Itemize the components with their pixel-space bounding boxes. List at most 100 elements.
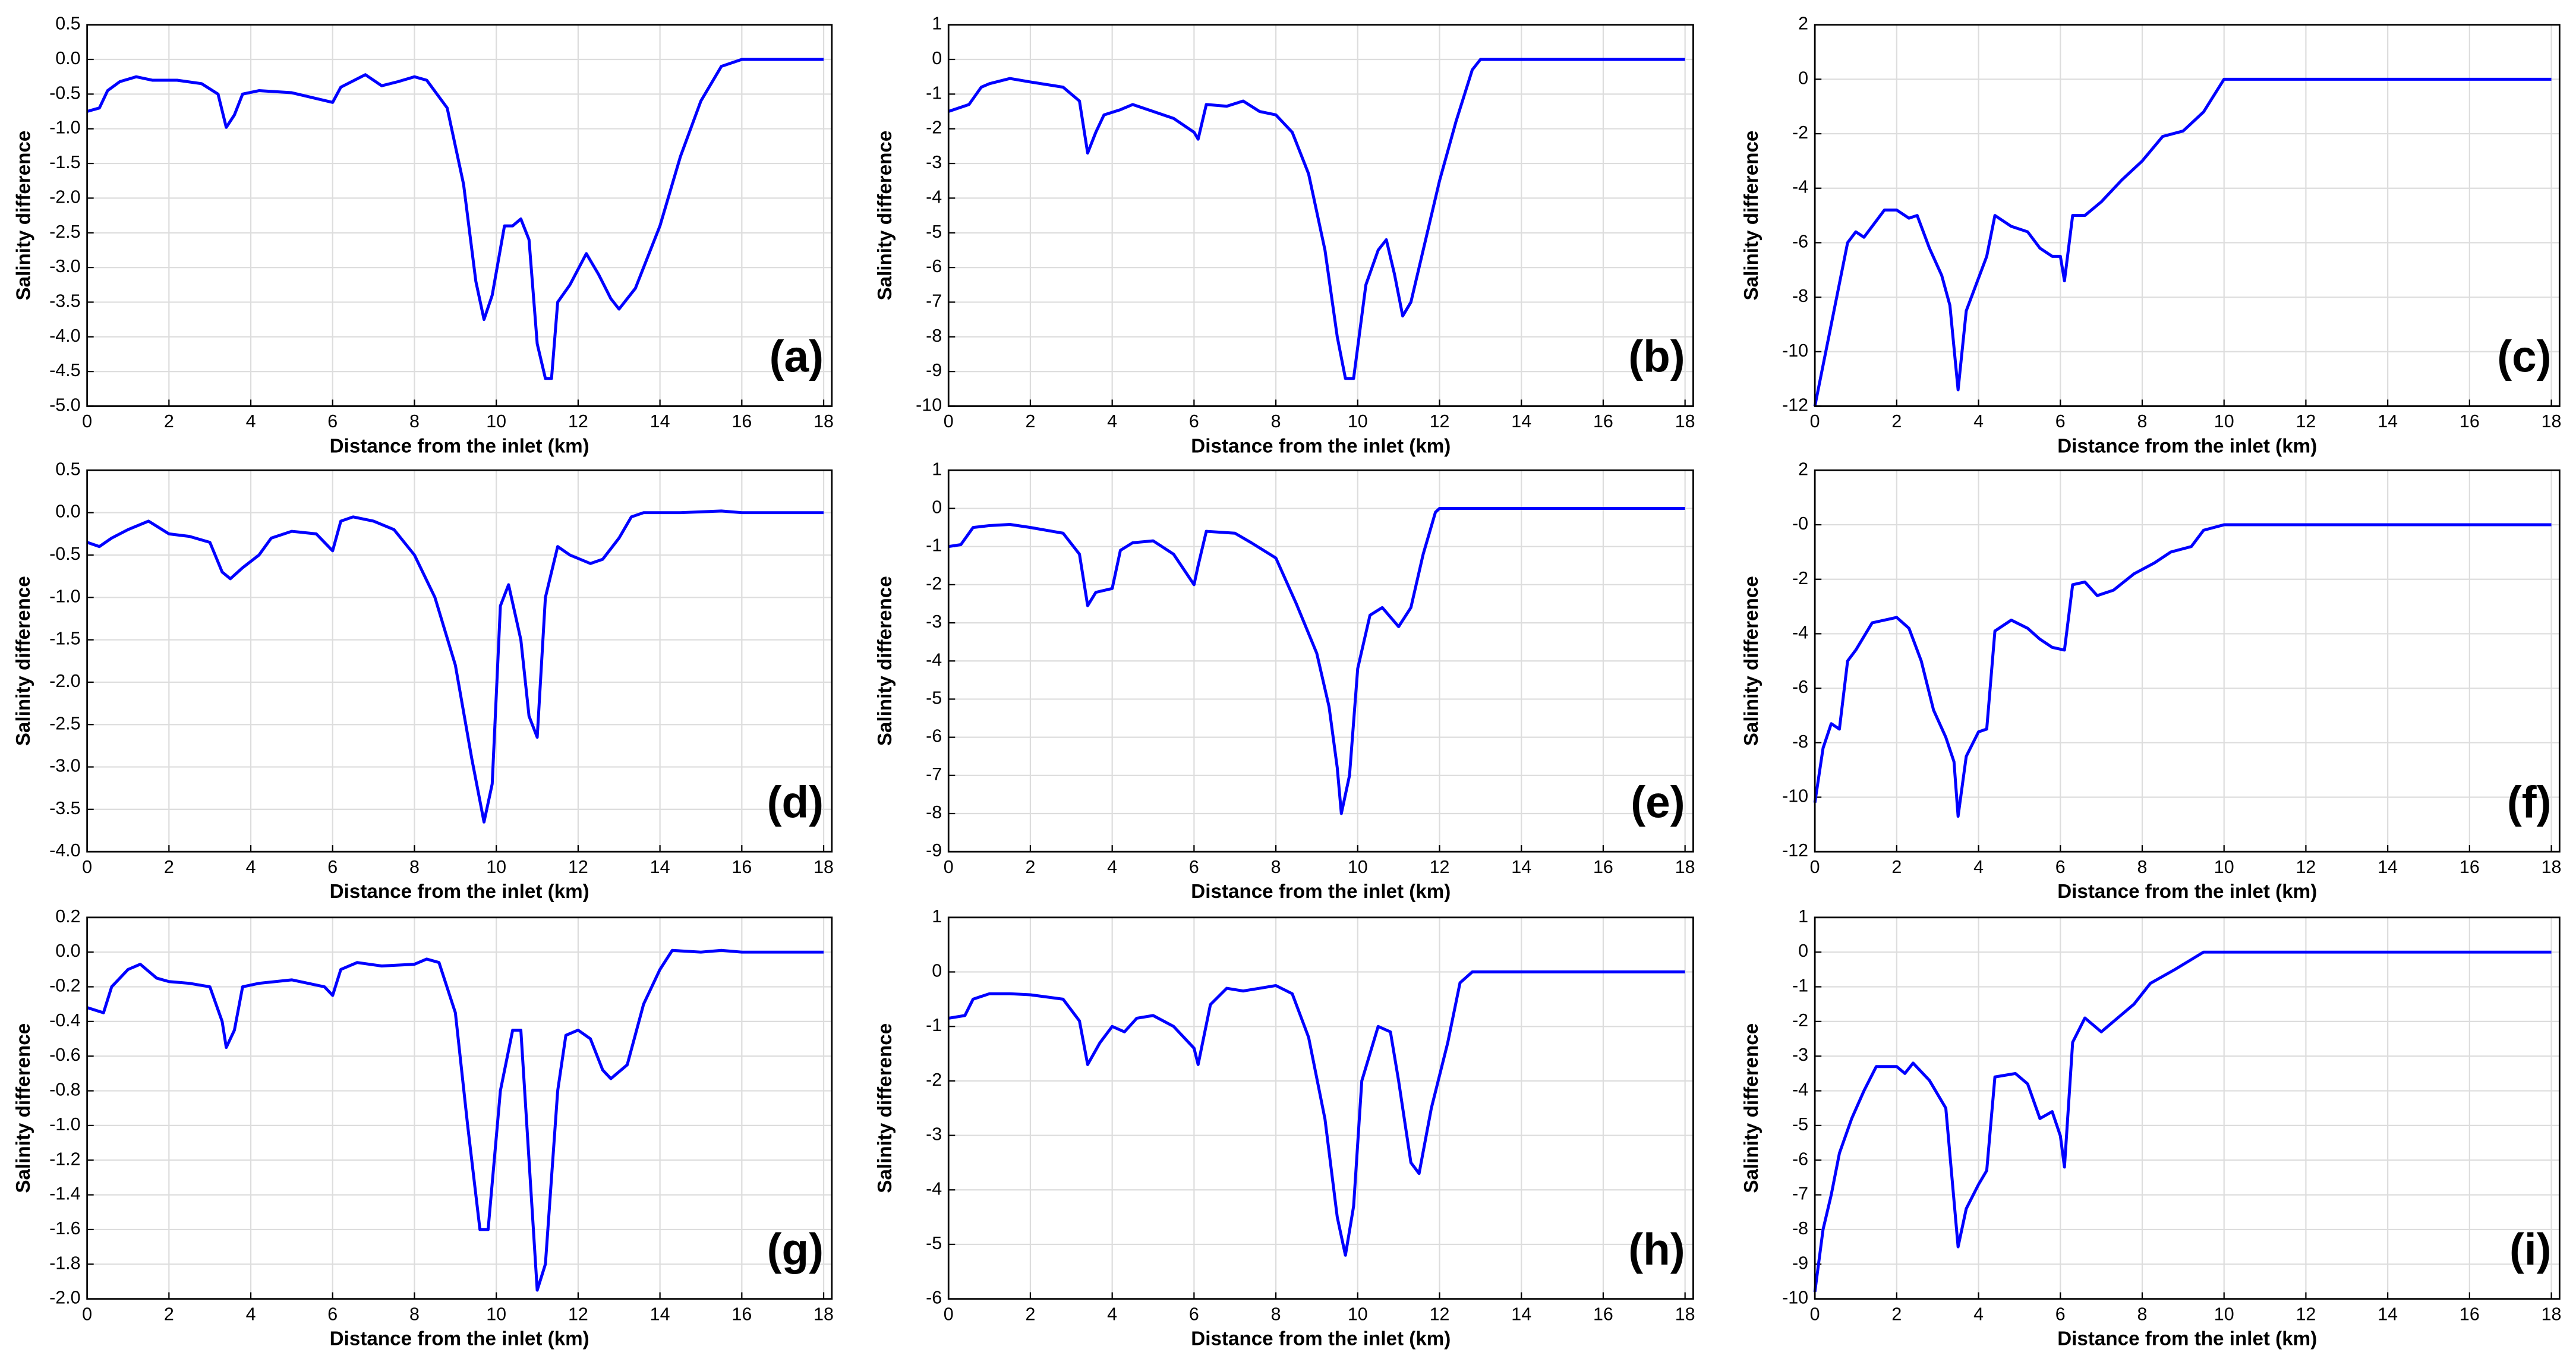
y-tick-label: 0 [932, 48, 942, 68]
y-tick-label: -4.0 [49, 326, 80, 346]
panel: 0 2 4 6 8 10 12 14 16 18 -12 -10 -8 -6 -4 -2 -0 2 (f) Dista… [1741, 459, 2562, 903]
y-tick-label: -8 [926, 802, 942, 822]
y-tick-label: -1 [926, 83, 942, 103]
y-axis-label: Salinity difference [12, 131, 34, 301]
x-tick-label: 2 [1025, 857, 1035, 877]
x-axis-label: Distance from the inlet (km) [1191, 1328, 1451, 1350]
x-tick-label: 14 [2378, 857, 2398, 877]
x-tick-label: 10 [486, 857, 506, 877]
x-axis-label: Distance from the inlet (km) [2057, 1328, 2317, 1350]
x-tick-label: 18 [814, 411, 834, 431]
y-tick-label: -3 [1792, 1045, 1808, 1065]
x-tick-label: 2 [1025, 411, 1035, 431]
y-axis-label: Salinity difference [874, 576, 896, 746]
plot-frame [947, 916, 1694, 1300]
x-tick-label: 12 [2296, 857, 2316, 877]
x-tick-label: 16 [732, 1304, 752, 1324]
data-line [948, 970, 1685, 1257]
y-tick-label: -4.5 [49, 360, 80, 380]
x-tick-label: 18 [814, 857, 834, 877]
y-tick-label: -1.5 [49, 152, 80, 172]
x-tick-label: 18 [1675, 857, 1695, 877]
panel: 0 2 4 6 8 10 12 14 16 18 -2.0 -1.8 -1.6 -1.4 -1.2 -1.0 -… [12, 906, 834, 1350]
x-tick-label: 10 [1348, 411, 1368, 431]
y-tick-label: -4.0 [49, 840, 80, 860]
y-tick-label: -10 [1782, 1288, 1808, 1308]
y-tick-label: -3.5 [49, 291, 80, 311]
plot-frame [947, 24, 1694, 407]
x-tick-label: 2 [164, 411, 174, 431]
y-axis-label: Salinity difference [1741, 131, 1762, 301]
x-tick-label: 14 [650, 1304, 670, 1324]
y-tick-label: -1.0 [49, 118, 80, 138]
x-axis-label: Distance from the inlet (km) [1191, 435, 1451, 457]
x-tick-label: 8 [1271, 1304, 1281, 1324]
panel-label: (d) [767, 777, 824, 827]
x-tick-label: 0 [944, 1304, 954, 1324]
y-tick-label: -2.5 [49, 222, 80, 242]
y-tick-label: -12 [1782, 395, 1808, 415]
x-tick-label: 16 [2460, 1304, 2480, 1324]
x-axis-label: Distance from the inlet (km) [1191, 881, 1451, 903]
y-tick-label: 0 [932, 497, 942, 518]
plot-frame [1814, 916, 2561, 1300]
x-tick-label: 8 [1271, 411, 1281, 431]
y-tick-label: -8 [1792, 1218, 1808, 1238]
x-tick-label: 6 [2055, 1304, 2066, 1324]
plot-area [1815, 917, 2560, 1299]
data-line [86, 948, 824, 1292]
x-tick-label: 8 [1271, 857, 1281, 877]
y-tick-label: -3.0 [49, 256, 80, 276]
x-tick-label: 18 [2542, 1304, 2562, 1324]
x-tick-label: 12 [2296, 411, 2316, 431]
panel: 0 2 4 6 8 10 12 14 16 18-10-9-8-7-6-5-4-3-2-101(i… [1741, 906, 2562, 1350]
y-tick-label: 0.0 [55, 941, 80, 961]
y-tick-label: 0.2 [55, 906, 80, 926]
x-tick-label: 18 [2542, 857, 2562, 877]
plot-frame [86, 24, 833, 407]
x-tick-label: 18 [1675, 411, 1695, 431]
plot-area [948, 917, 1694, 1299]
y-axis-label: Salinity difference [874, 1023, 896, 1193]
x-axis-label: Distance from the inlet (km) [2057, 881, 2317, 903]
panel-label: (i) [2509, 1224, 2552, 1274]
y-tick-label: -6 [1792, 1149, 1808, 1169]
x-tick-label: 14 [1511, 1304, 1531, 1324]
y-tick-label: -4 [926, 1178, 942, 1199]
y-tick-label: -5 [1792, 1114, 1808, 1134]
y-tick-label: -2 [926, 118, 942, 138]
x-tick-label: 4 [1107, 1304, 1117, 1324]
y-tick-label: -6 [1792, 677, 1808, 697]
x-tick-label: 0 [82, 857, 92, 877]
x-tick-label: 14 [2378, 411, 2398, 431]
y-tick-label: -2 [1792, 122, 1808, 143]
y-tick-label: -4 [1792, 622, 1808, 642]
y-tick-label: -8 [1792, 732, 1808, 752]
x-tick-label: 2 [164, 1304, 174, 1324]
y-tick-label: -1.0 [49, 1114, 80, 1134]
y-tick-label: -2 [926, 1070, 942, 1090]
x-tick-label: 8 [2137, 1304, 2148, 1324]
x-tick-label: 10 [1348, 1304, 1368, 1324]
y-tick-label: -0.2 [49, 976, 80, 996]
x-tick-label: 16 [2460, 411, 2480, 431]
y-tick-label: 1 [932, 14, 942, 34]
plot-area [1815, 470, 2560, 852]
y-tick-label: -6 [1792, 231, 1808, 251]
plot-frame [1814, 469, 2561, 853]
x-tick-label: 0 [82, 1304, 92, 1324]
x-tick-label: 4 [246, 857, 256, 877]
panel-label: (a) [770, 332, 824, 382]
x-tick-label: 4 [246, 1304, 256, 1324]
y-tick-label: -6 [926, 256, 942, 276]
y-tick-label: -1.8 [49, 1253, 80, 1273]
data-line [86, 58, 824, 380]
y-tick-label: -6 [926, 1288, 942, 1308]
x-tick-label: 12 [2296, 1304, 2316, 1324]
x-tick-label: 14 [650, 857, 670, 877]
y-tick-label: -12 [1782, 840, 1808, 860]
x-tick-label: 4 [1973, 857, 1984, 877]
x-tick-label: 4 [1973, 1304, 1984, 1324]
x-tick-label: 8 [409, 1304, 420, 1324]
